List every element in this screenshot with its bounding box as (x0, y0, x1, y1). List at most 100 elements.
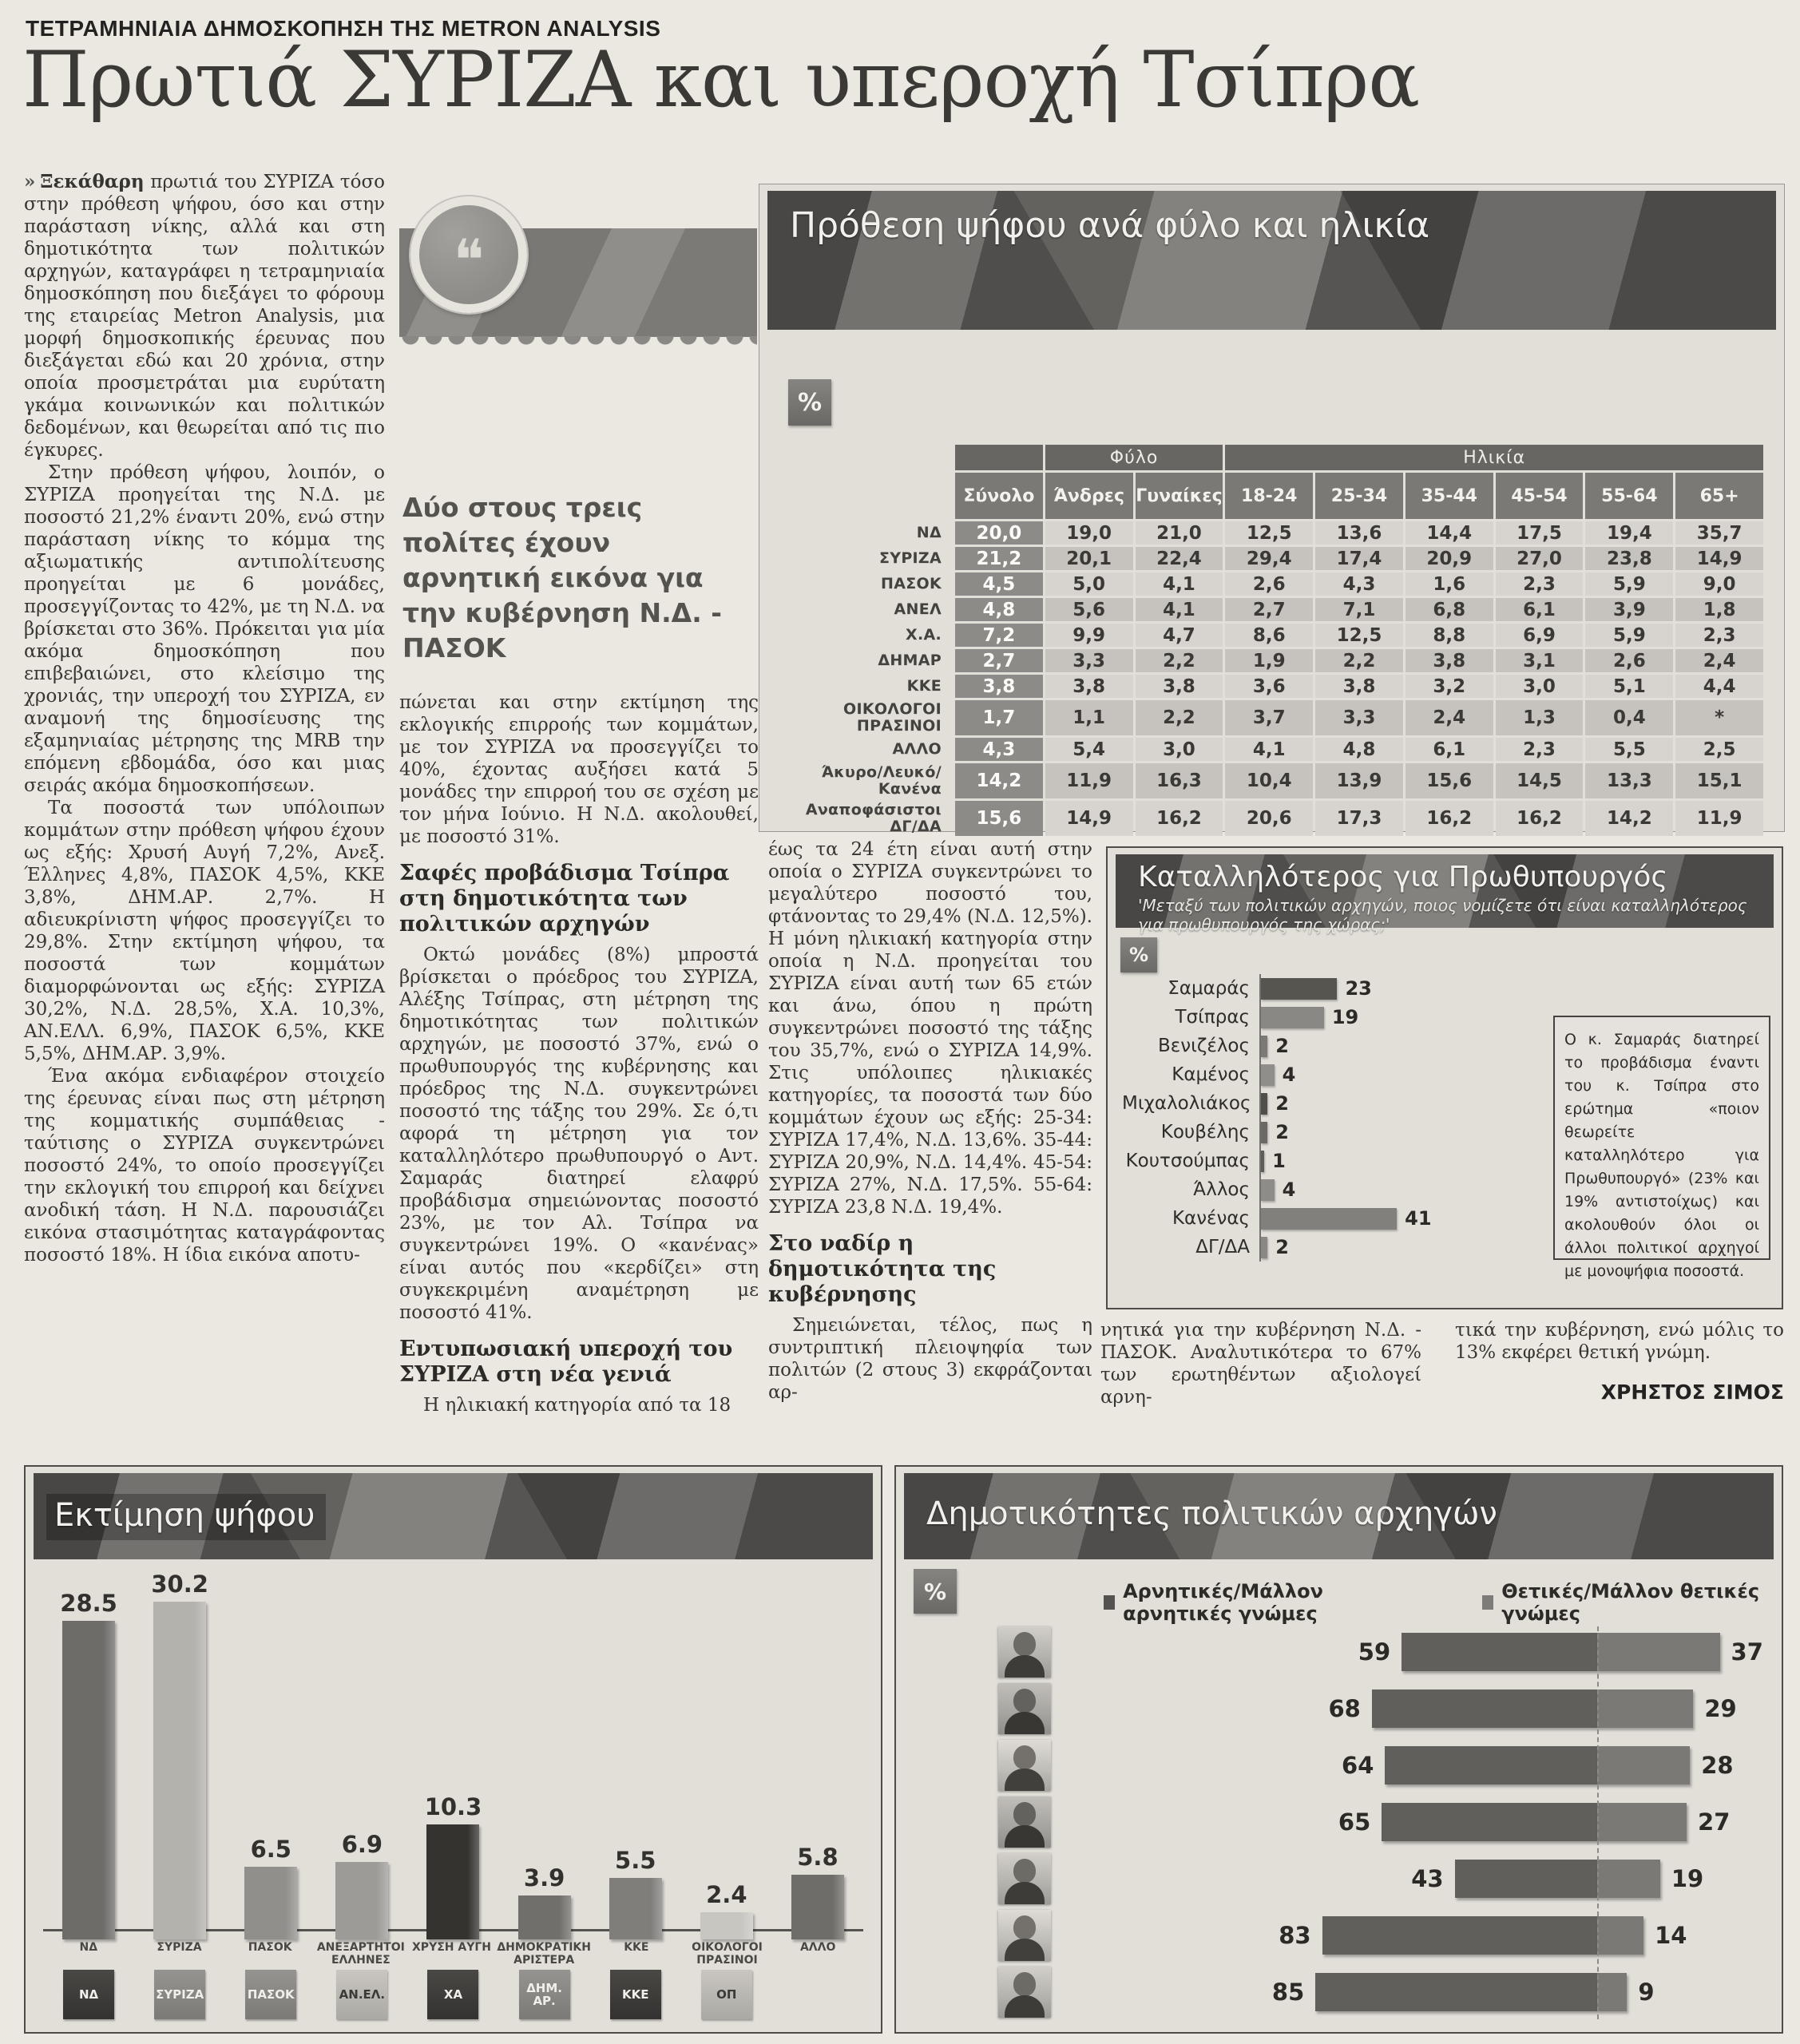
table-cell: 10,4 (1225, 763, 1314, 798)
table-row-label: ΠΑΣΟΚ (881, 575, 942, 592)
table-cell: 3,1 (1495, 649, 1584, 672)
popularity-row: 68 29 (896, 1682, 1782, 1738)
negative-zone: 85 (896, 1973, 1597, 2011)
politician-photo (998, 1740, 1051, 1791)
estimation-bar (244, 1866, 298, 1939)
table-cell: 4,7 (1135, 624, 1223, 647)
pm-bars: Σαμαράς 23 Τσίπρας 19 Βενιζέλος 2 Καμένος 4 Μιχα… (1122, 974, 1569, 1262)
bar-value-label: 2.4 (706, 1881, 747, 1909)
pm-chart-row: Τσίπρας 19 (1122, 1003, 1569, 1032)
pm-category-label: Σαμαράς (1168, 978, 1250, 999)
legend-item-negative: Αρνητικές/Μάλλον αρνητικές γνώμες (1104, 1580, 1437, 1625)
table-col-header: 35-44 (1405, 473, 1493, 519)
legend-swatch-negative-icon (1104, 1595, 1116, 1610)
table-cell: 3,0 (1495, 675, 1584, 698)
axis-category-label: ΠΑΣΟΚ (248, 1941, 292, 1954)
table-cell: 17,3 (1315, 801, 1403, 836)
table-cell: 11,9 (1045, 763, 1133, 798)
table-cell: 5,9 (1585, 624, 1674, 647)
percent-unit-box: % (1120, 937, 1157, 972)
pm-category-label: Τσίπρας (1175, 1007, 1250, 1028)
popularity-rows: 59 37 68 29 64 28 65 27 43 19 83 14 85 9 (896, 1625, 1782, 2022)
pm-chart-row: Κουτσούμπας 1 (1122, 1147, 1569, 1175)
pm-value-label: 2 (1275, 1035, 1289, 1057)
legend-item-positive: Θετικές/Μάλλον θετικές γνώμες (1482, 1580, 1770, 1625)
table-cell: 2,3 (1495, 738, 1584, 761)
table-cell: 2,5 (1675, 738, 1763, 761)
table-cell: 5,9 (1585, 572, 1674, 596)
table-row-label: ΑΛΛΟ (892, 740, 942, 758)
pm-bar-track: 23 (1259, 974, 1569, 1003)
table-cell: 20,1 (1045, 547, 1133, 570)
vote-intention-table-panel: Πρόθεση ψήφου ανά φύλο και ηλικία % Φύλο… (759, 184, 1785, 836)
pm-value-label: 2 (1275, 1092, 1289, 1115)
quote-icon: ❝ (410, 196, 527, 313)
positive-zone: 27 (1597, 1803, 1730, 1841)
pm-bar (1261, 1092, 1268, 1115)
logo-cell: ΣΥΡΙΖΑ (134, 1970, 225, 2019)
table-cell: 1,6 (1405, 572, 1493, 596)
pm-value-label: 41 (1405, 1207, 1432, 1230)
pm-bar (1261, 1064, 1275, 1086)
pm-bar-track: 2 (1259, 1118, 1569, 1147)
table-cell: 0,4 (1585, 700, 1674, 735)
table-col-header: Άνδρες (1045, 473, 1133, 519)
table-cell: 16,2 (1135, 801, 1223, 836)
axis-category-label: ΑΝΕΞΑΡΤΗΤΟΙ ΕΛΛΗΝΕΣ (316, 1941, 405, 1967)
positive-zone: 28 (1597, 1746, 1734, 1785)
positive-value-label: 9 (1638, 1979, 1655, 2006)
pm-category-label: Μιχαλολιάκος (1122, 1093, 1251, 1114)
table-cell: 23,8 (1585, 547, 1674, 570)
bar-value-label: 28.5 (60, 1589, 117, 1617)
kke-logo: ΚΚΕ (609, 1970, 661, 2019)
percent-unit-box: % (788, 379, 831, 426)
negative-bar (1382, 1803, 1597, 1841)
politician-photo (998, 1853, 1051, 1904)
table-cell: 8,6 (1225, 624, 1314, 647)
estimation-bar (153, 1602, 207, 1939)
pm-value-label: 1 (1272, 1150, 1286, 1172)
pm-chart-row: Κουβέλης 2 (1122, 1118, 1569, 1147)
logo-cell: ΠΑΣΟΚ (225, 1970, 316, 2019)
table-cell: 20,6 (1225, 801, 1314, 836)
pm-suitability-chart-panel: Καταλληλότερος για Πρωθυπουργός 'Μεταξύ … (1106, 846, 1783, 1309)
pm-value-label: 19 (1331, 1006, 1359, 1028)
pm-category-label: Κουβέλης (1160, 1122, 1250, 1143)
table-cell: 6,9 (1495, 624, 1584, 647)
article-column-4: νητικά για την κυβέρνηση Ν.Δ. - ΠΑΣΟΚ. Α… (1100, 1319, 1421, 1408)
negative-bar (1322, 1916, 1597, 1955)
politician-photo (998, 1967, 1051, 2018)
positive-bar (1597, 1916, 1644, 1955)
negative-bar (1371, 1689, 1597, 1728)
positive-bar (1597, 1689, 1694, 1728)
pm-chart-row: Άλλος 4 (1122, 1175, 1569, 1204)
table-cell: 7,1 (1315, 598, 1403, 621)
article-column-2: πώνεται και στην εκτίμηση της εκλογικής … (399, 691, 759, 1416)
table-cell: 3,3 (1045, 649, 1133, 672)
table-cell: 14,9 (1675, 547, 1763, 570)
positive-zone: 19 (1597, 1860, 1703, 1898)
panel-header-band: Δημοτικότητες πολιτικών αρχηγών (904, 1473, 1774, 1559)
table-cell: 17,4 (1315, 547, 1403, 570)
subhead-syriza-youth: Εντυπωσιακή υπεροχή του ΣΥΡΙΖΑ στη νέα γ… (399, 1337, 733, 1387)
table-cell: 20,0 (955, 521, 1043, 545)
table-cell: 3,3 (1315, 700, 1403, 735)
estimation-bar (609, 1877, 662, 1939)
pm-chart-row: ΔΓ/ΔΑ 2 (1122, 1233, 1569, 1262)
negative-zone: 59 (896, 1633, 1597, 1671)
positive-value-label: 27 (1698, 1808, 1731, 1836)
logo-cell: ΑΝ.ΕΛ. (316, 1970, 407, 2019)
pm-bar (1261, 977, 1338, 1000)
anel-logo: ΑΝ.ΕΛ. (336, 1970, 388, 2019)
table-cell: 4,5 (955, 572, 1043, 596)
table-cell: 8,8 (1405, 624, 1493, 647)
table-cell: 3,6 (1225, 675, 1314, 698)
pm-bar-track: 4 (1259, 1175, 1569, 1204)
table-cell: 3,8 (1315, 675, 1403, 698)
estimation-bar-column: 10.3 (407, 1571, 498, 1939)
table-cell: 9,9 (1045, 624, 1133, 647)
table-cell: 29,4 (1225, 547, 1314, 570)
table-cell: 1,3 (1495, 700, 1584, 735)
paragraph: πώνεται και στην εκτίμηση της εκλογικής … (399, 692, 759, 847)
positive-value-label: 19 (1671, 1865, 1704, 1892)
